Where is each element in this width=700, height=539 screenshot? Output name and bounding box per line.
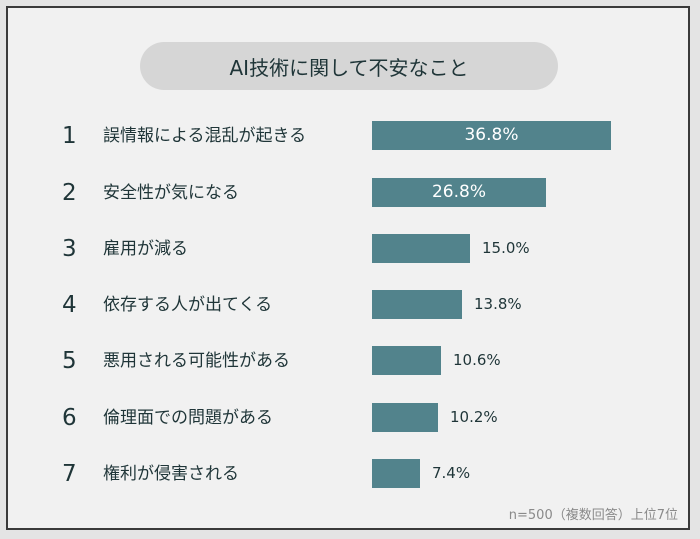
sample-note: n=500（複数回答）上位7位 bbox=[508, 508, 678, 523]
bar: 36.8% bbox=[372, 121, 611, 150]
value-label: 10.6% bbox=[453, 351, 501, 369]
chart-title: AI技術に関して不安なこと bbox=[140, 42, 558, 90]
bar bbox=[372, 459, 420, 488]
value-label: 10.2% bbox=[450, 408, 498, 426]
value-label: 7.4% bbox=[432, 464, 471, 482]
bar bbox=[372, 346, 441, 375]
bar-row: 1 誤情報による混乱が起きる 36.8% bbox=[0, 121, 700, 151]
bar-row: 2 安全性が気になる 26.8% bbox=[0, 178, 700, 208]
chart-title-text: AI技術に関して不安なこと bbox=[229, 55, 469, 80]
item-label: 誤情報による混乱が起きる bbox=[103, 126, 307, 146]
item-label: 悪用される可能性がある bbox=[103, 351, 290, 371]
bar bbox=[372, 234, 470, 263]
item-label: 雇用が減る bbox=[103, 239, 188, 259]
item-label: 権利が侵害される bbox=[103, 464, 239, 484]
rank-number: 7 bbox=[62, 461, 77, 487]
item-label: 安全性が気になる bbox=[103, 183, 239, 203]
bar-row: 3 雇用が減る 15.0% bbox=[0, 234, 700, 264]
bar-row: 7 権利が侵害される 7.4% bbox=[0, 459, 700, 489]
bar-row: 6 倫理面での問題がある 10.2% bbox=[0, 403, 700, 433]
rank-number: 5 bbox=[62, 348, 77, 374]
item-label: 倫理面での問題がある bbox=[103, 408, 273, 428]
rank-number: 1 bbox=[62, 123, 77, 149]
bar-row: 4 依存する人が出てくる 13.8% bbox=[0, 290, 700, 320]
chart-frame bbox=[6, 6, 690, 530]
bar bbox=[372, 290, 462, 319]
value-label: 15.0% bbox=[482, 239, 530, 257]
bar bbox=[372, 403, 438, 432]
bar: 26.8% bbox=[372, 178, 546, 207]
rank-number: 4 bbox=[62, 292, 77, 318]
value-label: 26.8% bbox=[431, 182, 486, 202]
value-label: 13.8% bbox=[474, 295, 522, 313]
rank-number: 2 bbox=[62, 180, 77, 206]
item-label: 依存する人が出てくる bbox=[103, 295, 273, 315]
bar-row: 5 悪用される可能性がある 10.6% bbox=[0, 346, 700, 376]
rank-number: 3 bbox=[62, 236, 77, 262]
rank-number: 6 bbox=[62, 405, 77, 431]
value-label: 36.8% bbox=[464, 125, 519, 145]
